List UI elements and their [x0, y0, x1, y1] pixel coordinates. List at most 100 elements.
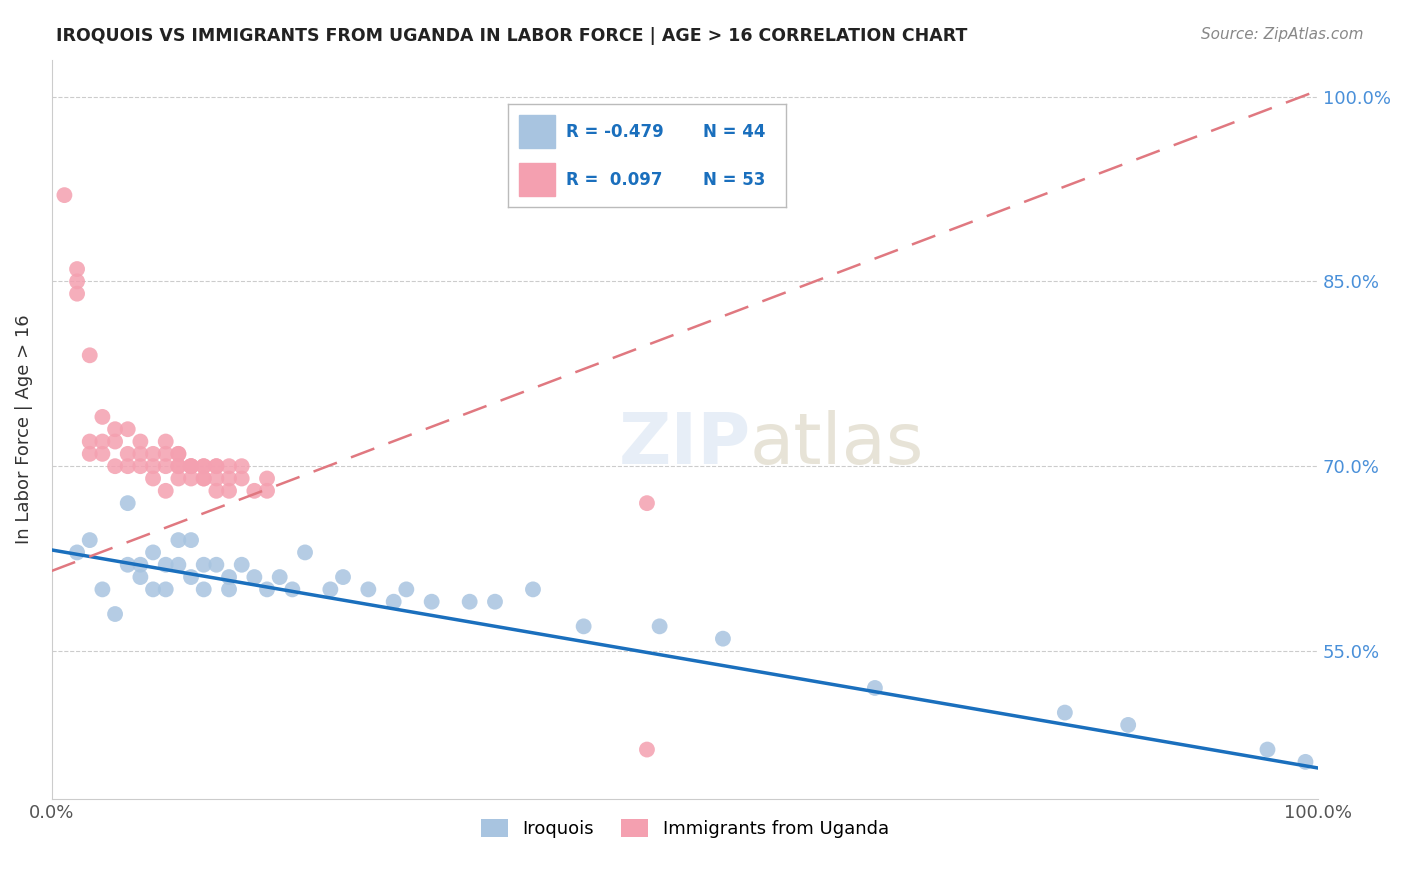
Point	[395, 582, 418, 597]
Point	[79, 348, 101, 362]
Point	[180, 570, 202, 584]
Point	[167, 459, 190, 474]
Point	[104, 422, 127, 436]
Point	[231, 459, 253, 474]
Point	[180, 471, 202, 485]
Point	[104, 459, 127, 474]
Text: atlas: atlas	[749, 409, 924, 478]
Point	[218, 582, 240, 597]
Point	[104, 607, 127, 621]
Point	[484, 595, 506, 609]
Point	[572, 619, 595, 633]
Point	[66, 274, 89, 288]
Point	[218, 570, 240, 584]
Point	[205, 471, 228, 485]
Point	[129, 447, 152, 461]
Point	[711, 632, 734, 646]
Point	[218, 483, 240, 498]
Point	[142, 582, 165, 597]
Point	[155, 582, 177, 597]
Point	[91, 434, 114, 449]
Point	[167, 447, 190, 461]
Point	[193, 459, 215, 474]
Point	[155, 483, 177, 498]
Point	[155, 434, 177, 449]
Point	[231, 471, 253, 485]
Legend: Iroquois, Immigrants from Uganda: Iroquois, Immigrants from Uganda	[474, 812, 896, 846]
Point	[256, 582, 278, 597]
Point	[142, 471, 165, 485]
Point	[180, 459, 202, 474]
Point	[382, 595, 405, 609]
Point	[863, 681, 886, 695]
Point	[420, 595, 443, 609]
Point	[1116, 718, 1139, 732]
Point	[129, 459, 152, 474]
Point	[117, 447, 139, 461]
Point	[205, 459, 228, 474]
Point	[357, 582, 380, 597]
Point	[117, 496, 139, 510]
Point	[193, 471, 215, 485]
Point	[129, 558, 152, 572]
Point	[218, 459, 240, 474]
Point	[66, 262, 89, 277]
Point	[117, 422, 139, 436]
Point	[648, 619, 671, 633]
Point	[180, 533, 202, 547]
Point	[1256, 742, 1278, 756]
Text: IROQUOIS VS IMMIGRANTS FROM UGANDA IN LABOR FORCE | AGE > 16 CORRELATION CHART: IROQUOIS VS IMMIGRANTS FROM UGANDA IN LA…	[56, 27, 967, 45]
Point	[180, 459, 202, 474]
Point	[281, 582, 304, 597]
Point	[231, 558, 253, 572]
Point	[332, 570, 354, 584]
Point	[636, 742, 658, 756]
Point	[636, 496, 658, 510]
Point	[117, 558, 139, 572]
Point	[256, 483, 278, 498]
Point	[167, 533, 190, 547]
Point	[167, 447, 190, 461]
Point	[167, 471, 190, 485]
Point	[193, 459, 215, 474]
Point	[193, 471, 215, 485]
Point	[218, 471, 240, 485]
Point	[193, 558, 215, 572]
Point	[243, 570, 266, 584]
Point	[167, 459, 190, 474]
Point	[91, 447, 114, 461]
Point	[66, 545, 89, 559]
Point	[117, 459, 139, 474]
Point	[104, 434, 127, 449]
Point	[142, 459, 165, 474]
Point	[79, 434, 101, 449]
Point	[79, 447, 101, 461]
Point	[142, 545, 165, 559]
Point	[53, 188, 76, 202]
Point	[256, 471, 278, 485]
Point	[91, 582, 114, 597]
Point	[458, 595, 481, 609]
Point	[142, 447, 165, 461]
Point	[243, 483, 266, 498]
Point	[167, 558, 190, 572]
Point	[1053, 706, 1076, 720]
Point	[294, 545, 316, 559]
Point	[155, 447, 177, 461]
Point	[205, 483, 228, 498]
Point	[155, 558, 177, 572]
Point	[79, 533, 101, 547]
Point	[522, 582, 544, 597]
Point	[205, 558, 228, 572]
Point	[193, 582, 215, 597]
Point	[1295, 755, 1317, 769]
Text: ZIP: ZIP	[619, 409, 751, 478]
Point	[66, 286, 89, 301]
Point	[129, 434, 152, 449]
Text: Source: ZipAtlas.com: Source: ZipAtlas.com	[1201, 27, 1364, 42]
Point	[269, 570, 291, 584]
Point	[155, 459, 177, 474]
Y-axis label: In Labor Force | Age > 16: In Labor Force | Age > 16	[15, 314, 32, 544]
Point	[180, 459, 202, 474]
Point	[319, 582, 342, 597]
